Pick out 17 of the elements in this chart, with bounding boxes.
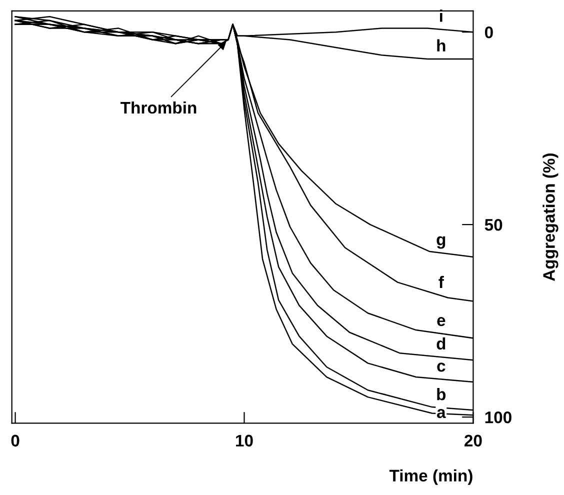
series-label: c: [437, 362, 446, 372]
series-label: e: [437, 317, 446, 326]
annotation: Thrombin: [120, 101, 196, 114]
series-label: g: [436, 236, 446, 249]
y-tick-label: 50: [484, 218, 502, 231]
y-axis-title: Aggregation (%): [542, 154, 558, 281]
series-label: h: [437, 39, 446, 52]
series-label: d: [436, 337, 446, 350]
y-tick-label: 100: [485, 411, 512, 424]
series-label: b: [437, 388, 446, 400]
y-tick-label: 0: [484, 26, 493, 38]
x-axis-title: Time (min): [389, 469, 472, 485]
series-label: f: [438, 276, 444, 288]
x-tick-label: 0: [11, 434, 20, 447]
x-tick-label: 20: [464, 434, 482, 447]
x-tick-label: 10: [236, 434, 253, 447]
series-label: a: [436, 408, 446, 418]
